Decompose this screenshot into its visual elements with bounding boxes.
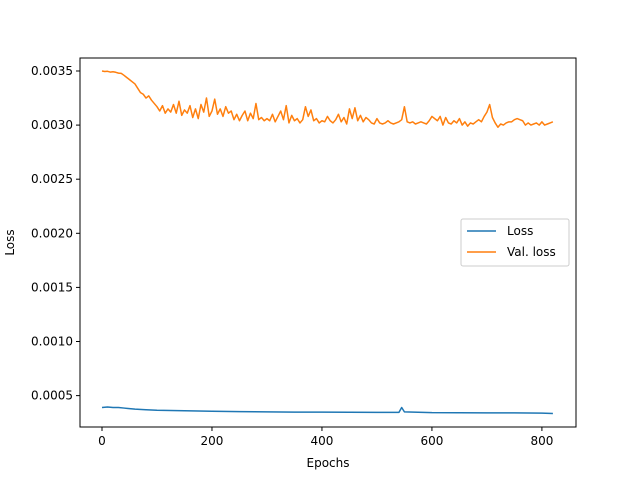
legend-label-val-loss: Val. loss bbox=[507, 245, 556, 259]
plot-frame bbox=[79, 57, 577, 428]
x-axis-label: Epochs bbox=[307, 456, 350, 470]
y-tick-label: 0.0025 bbox=[31, 172, 73, 186]
x-tick-label: 800 bbox=[530, 434, 553, 448]
legend: Loss Val. loss bbox=[460, 218, 570, 267]
plot-lines bbox=[101, 70, 554, 415]
y-tick-label: 0.0035 bbox=[31, 64, 73, 78]
y-axis-ticks: 0.0005 0.0010 0.0015 0.0020 0.0025 0.0030 0.00… bbox=[31, 64, 80, 403]
y-tick-label: 0.0030 bbox=[31, 118, 73, 132]
legend-label-loss: Loss bbox=[507, 224, 533, 238]
series-line-val-loss bbox=[101, 70, 554, 129]
x-tick-label: 400 bbox=[310, 434, 333, 448]
y-axis-label: Loss bbox=[3, 229, 17, 255]
y-tick-label: 0.0020 bbox=[31, 226, 73, 240]
y-tick-label: 0.0005 bbox=[31, 389, 73, 403]
x-tick-label: 200 bbox=[201, 434, 224, 448]
y-tick-label: 0.0015 bbox=[31, 280, 73, 294]
series-line-loss bbox=[101, 406, 553, 415]
x-tick-label: 600 bbox=[420, 434, 443, 448]
x-tick-label: 0 bbox=[98, 434, 106, 448]
x-axis-ticks: 0 200 400 600 800 bbox=[98, 427, 553, 448]
y-tick-label: 0.0010 bbox=[31, 335, 73, 349]
